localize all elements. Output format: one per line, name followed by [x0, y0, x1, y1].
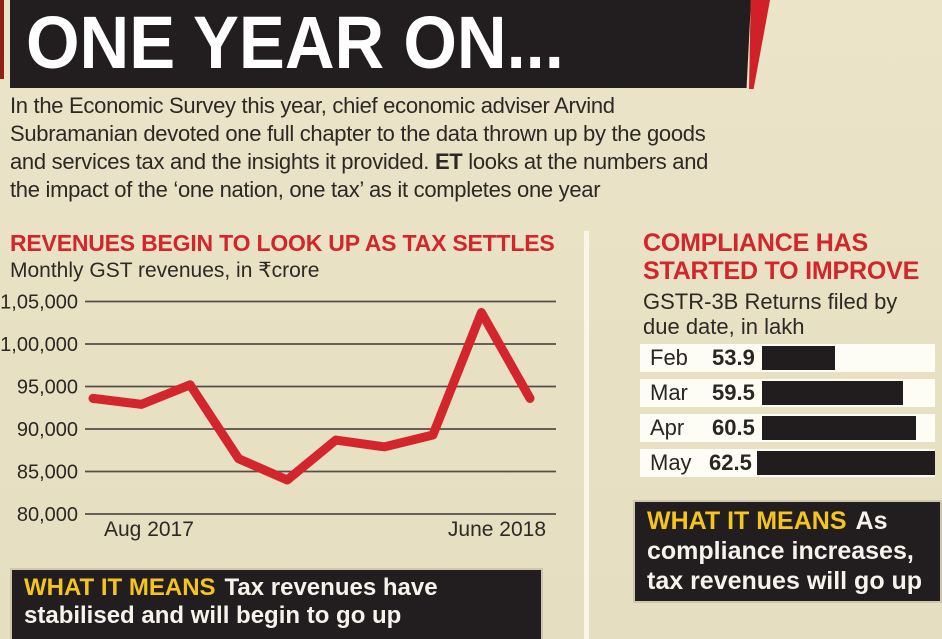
intro-text-before: In the Economic Survey this year, chief …	[10, 93, 706, 174]
revenue-section-heading: REVENUES BEGIN TO LOOK UP AS TAX SETTLES	[10, 230, 555, 256]
row-month-label: Mar	[650, 380, 688, 405]
banner: ONE YEAR ON...	[10, 0, 751, 88]
banner-right-accent-slash	[749, 0, 770, 89]
what-it-means-label: WHAT IT MEANS	[24, 574, 216, 601]
what-it-means-text: Tax revenues have stabilised and will be…	[24, 574, 438, 629]
y-tick-label: 95,000	[17, 377, 78, 399]
y-tick-label: 90,000	[17, 419, 78, 441]
row-value: 60.5	[712, 415, 755, 440]
row-bar	[762, 416, 916, 440]
compliance-row: May 62.5	[640, 449, 935, 477]
x-axis-label-end: June 2018	[447, 518, 546, 541]
x-axis-label-start: Aug 2017	[104, 518, 194, 541]
revenue-line-series	[88, 308, 535, 485]
row-value: 62.5	[708, 450, 752, 475]
row-bar	[762, 346, 835, 370]
compliance-section-subtitle: GSTR-3B Returns filed by due date, in la…	[643, 289, 898, 339]
what-it-means-label: WHAT IT MEANS	[647, 507, 847, 535]
what-it-means-compliance-box: WHAT IT MEANS As compliance increases, ta…	[633, 500, 942, 603]
what-it-means-text: As compliance increases, tax revenues wi…	[647, 507, 923, 595]
banner-left-accent	[0, 0, 4, 79]
intro-paragraph: In the Economic Survey this year, chief …	[10, 92, 890, 204]
y-tick-label: 85,000	[17, 462, 78, 484]
y-tick-label: 1,05,000	[0, 292, 78, 314]
row-month-label: May	[650, 450, 692, 475]
row-value: 59.5	[712, 380, 755, 405]
y-tick-label: 1,00,000	[0, 334, 78, 356]
compliance-row: Mar 59.5	[640, 379, 935, 407]
gst-revenue-line-chart: 1,05,000 1,00,000 95,000 90,000 85,000 80,000	[0, 292, 556, 526]
page-title: ONE YEAR ON...	[26, 1, 564, 84]
row-bar	[762, 381, 904, 405]
what-it-means-revenue-box: WHAT IT MEANS Tax revenues have stabilise…	[10, 568, 543, 639]
row-bar	[756, 451, 935, 475]
row-value: 53.9	[712, 345, 755, 370]
compliance-bar-chart: Feb 53.9 Mar 59.5 Apr 60.5 May 62.5	[640, 344, 935, 484]
compliance-row: Apr 60.5	[640, 414, 935, 442]
row-month-label: Feb	[650, 345, 688, 370]
row-month-label: Apr	[650, 415, 685, 440]
intro-bold-et: ET	[434, 149, 463, 174]
y-tick-label: 80,000	[17, 504, 78, 526]
intro-text-after: looks at the numbers and the impact of t…	[10, 149, 709, 202]
compliance-row: Feb 53.9	[640, 344, 935, 372]
column-divider	[584, 231, 589, 639]
revenue-section-subtitle: Monthly GST revenues, in ₹crore	[10, 259, 320, 282]
compliance-section-heading: COMPLIANCE HAS STARTED TO IMPROVE	[643, 229, 920, 285]
